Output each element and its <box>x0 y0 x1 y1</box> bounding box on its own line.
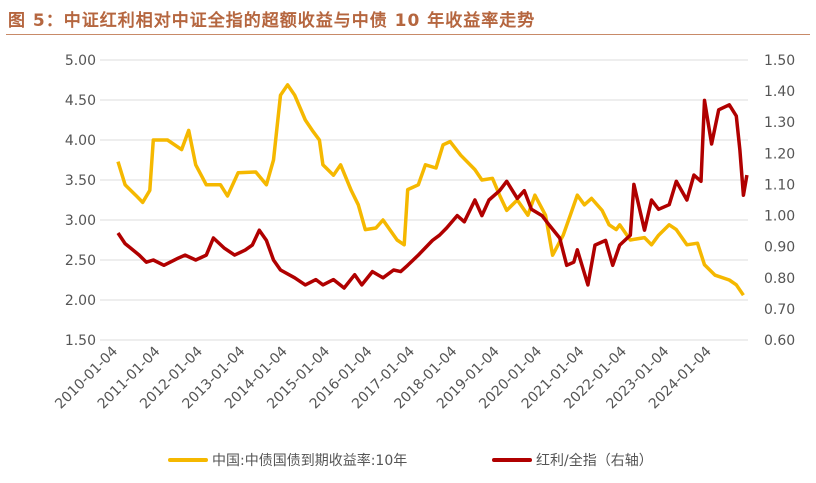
y-left-tick-label: 2.50 <box>65 253 96 269</box>
legend-label: 中国:中债国债到期收益率:10年 <box>212 453 408 469</box>
y-right-tick-label: 1.30 <box>764 115 795 131</box>
series-line-dividend-ratio <box>116 98 749 290</box>
legend-label: 红利/全指（右轴） <box>536 453 653 469</box>
legend-item-dividend-ratio: 红利/全指（右轴） <box>492 450 653 470</box>
y-left-tick-label: 5.00 <box>65 53 96 69</box>
y-left-tick-label: 3.50 <box>65 173 96 189</box>
y-right-tick-label: 0.90 <box>764 240 795 256</box>
series-line-bond-yield <box>116 83 745 297</box>
chart-title: 图 5：中证红利相对中证全指的超额收益与中债 10 年收益率走势 <box>8 11 536 31</box>
y-right-tick-label: 1.40 <box>764 84 795 100</box>
legend-item-bond-yield: 中国:中债国债到期收益率:10年 <box>168 450 407 470</box>
y-left-tick-label: 1.50 <box>65 333 96 349</box>
y-right-tick-label: 0.70 <box>764 302 795 318</box>
y-right-tick-label: 1.20 <box>764 146 795 162</box>
legend-swatch-yellow <box>168 458 208 462</box>
y-right-tick-label: 0.80 <box>764 271 795 287</box>
y-left-tick-label: 2.00 <box>65 293 96 309</box>
y-right-tick-label: 1.10 <box>764 177 795 193</box>
y-left-tick-label: 4.00 <box>65 133 96 149</box>
title-divider <box>6 34 810 35</box>
legend-swatch-red <box>492 458 532 462</box>
y-right-tick-label: 1.00 <box>764 209 795 225</box>
y-right-tick-label: 0.60 <box>764 333 795 349</box>
y-right-tick-label: 1.50 <box>764 53 795 69</box>
y-left-tick-label: 4.50 <box>65 93 96 109</box>
y-left-tick-label: 3.00 <box>65 213 96 229</box>
